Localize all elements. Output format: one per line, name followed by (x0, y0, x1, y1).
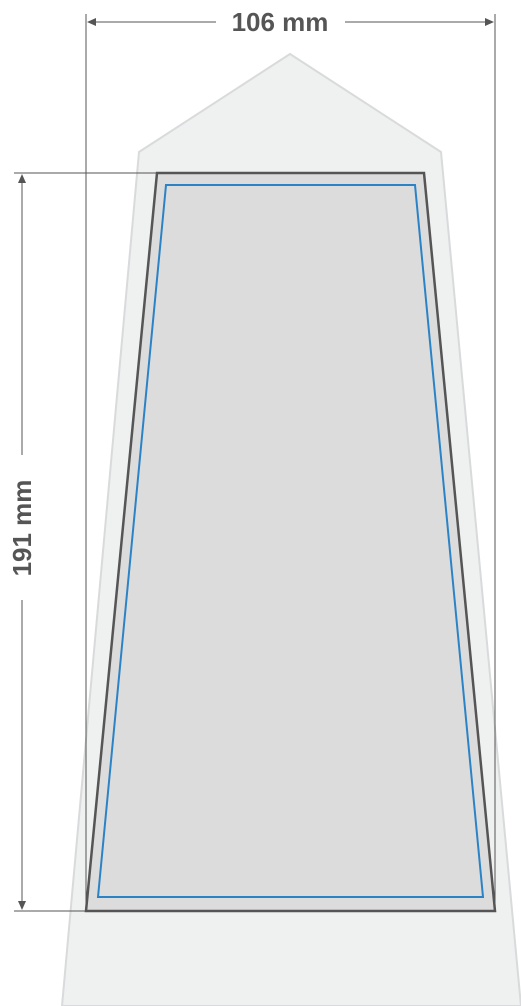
width-arrow-right-icon (485, 18, 494, 26)
height-label: 191 mm (7, 480, 37, 577)
product-cut-outline (84, 171, 497, 913)
width-label: 106 mm (232, 7, 329, 37)
height-arrow-top-icon (18, 174, 26, 183)
width-dimension: 106 mm (85, 7, 496, 911)
safe-zone-outline (96, 184, 485, 898)
height-arrow-bottom-icon (18, 901, 26, 910)
height-dimension: 191 mm (7, 172, 157, 912)
width-arrow-left-icon (87, 18, 96, 26)
